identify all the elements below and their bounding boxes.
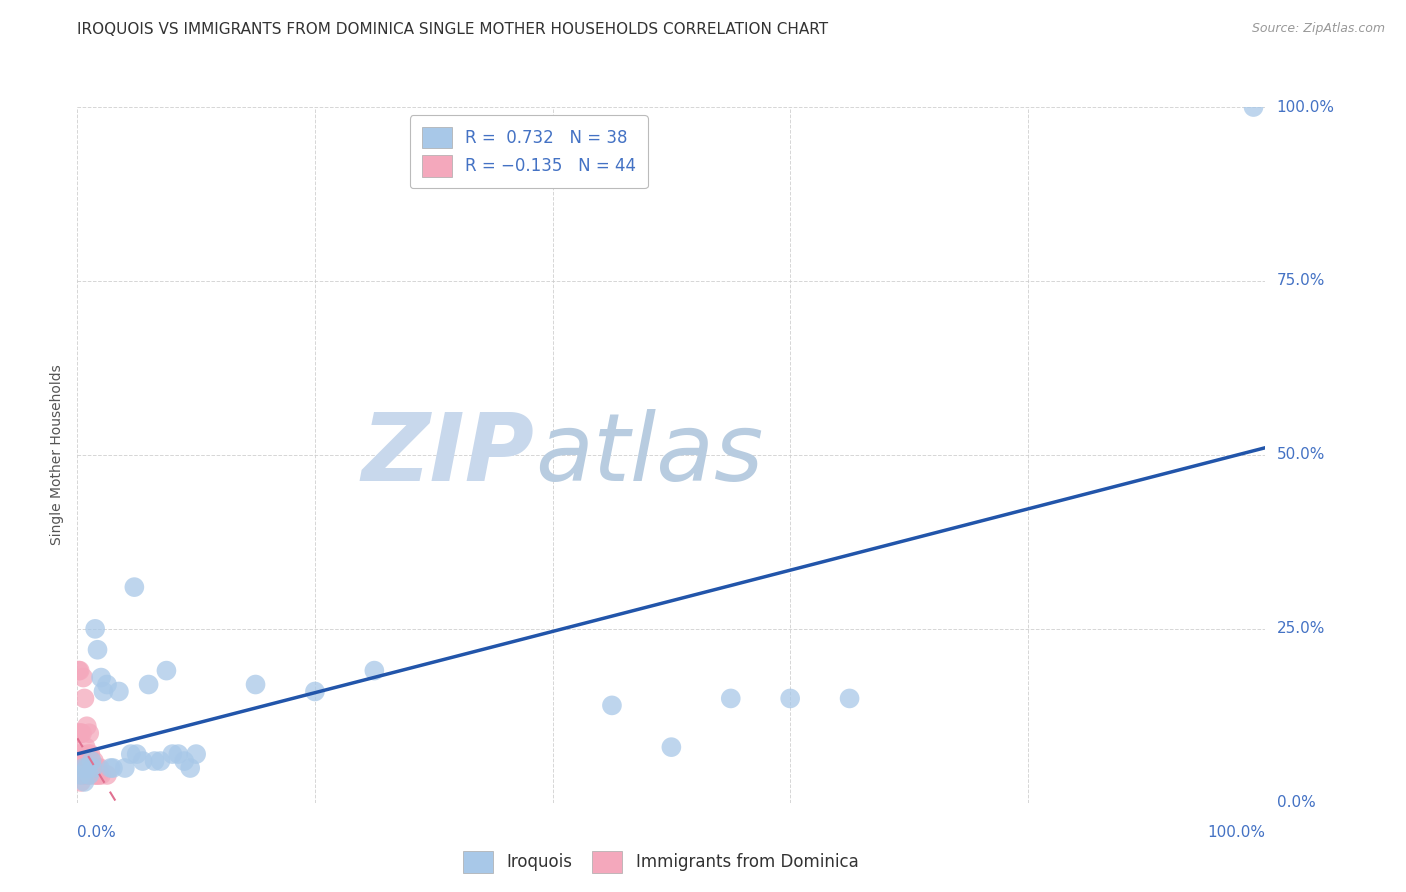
- Point: [76, 754, 98, 768]
- Point: [100, 761, 122, 775]
- Point: [77, 726, 100, 740]
- Point: [84, 622, 107, 636]
- Text: 0.0%: 0.0%: [77, 825, 117, 840]
- Point: [80, 754, 103, 768]
- Text: 25.0%: 25.0%: [1277, 622, 1324, 636]
- Point: [186, 747, 208, 761]
- Point: [101, 761, 124, 775]
- Point: [143, 754, 166, 768]
- Point: [838, 691, 860, 706]
- Point: [87, 768, 110, 782]
- Point: [96, 677, 118, 691]
- Point: [304, 684, 326, 698]
- Point: [70, 754, 93, 768]
- Point: [779, 691, 801, 706]
- Text: atlas: atlas: [534, 409, 763, 500]
- Point: [90, 768, 112, 782]
- Point: [69, 726, 91, 740]
- Point: [76, 719, 98, 733]
- Point: [70, 768, 93, 782]
- Text: 100.0%: 100.0%: [1208, 825, 1265, 840]
- Point: [76, 768, 98, 782]
- Point: [67, 664, 90, 678]
- Point: [67, 747, 90, 761]
- Point: [124, 580, 146, 594]
- Point: [245, 677, 267, 691]
- Point: [108, 684, 131, 698]
- Point: [86, 761, 108, 775]
- Point: [79, 747, 101, 761]
- Point: [70, 754, 93, 768]
- Point: [73, 691, 96, 706]
- Point: [125, 747, 148, 761]
- Point: [72, 754, 94, 768]
- Text: IROQUOIS VS IMMIGRANTS FROM DOMINICA SINGLE MOTHER HOUSEHOLDS CORRELATION CHART: IROQUOIS VS IMMIGRANTS FROM DOMINICA SIN…: [77, 22, 828, 37]
- Point: [75, 768, 97, 782]
- Point: [120, 747, 142, 761]
- Point: [1243, 100, 1265, 114]
- Point: [76, 761, 98, 775]
- Point: [82, 761, 104, 775]
- Point: [70, 726, 93, 740]
- Point: [70, 775, 93, 789]
- Point: [80, 761, 103, 775]
- Point: [86, 642, 108, 657]
- Point: [82, 761, 104, 775]
- Legend: Iroquois, Immigrants from Dominica: Iroquois, Immigrants from Dominica: [457, 845, 865, 880]
- Point: [70, 768, 93, 782]
- Point: [89, 761, 111, 775]
- Point: [96, 768, 118, 782]
- Point: [86, 768, 108, 782]
- Point: [661, 740, 683, 755]
- Point: [77, 761, 100, 775]
- Point: [75, 740, 97, 755]
- Point: [363, 664, 385, 678]
- Y-axis label: Single Mother Households: Single Mother Households: [51, 365, 65, 545]
- Legend: R =  0.732   N = 38, R = −0.135   N = 44: R = 0.732 N = 38, R = −0.135 N = 44: [411, 115, 648, 188]
- Point: [72, 761, 94, 775]
- Point: [114, 761, 136, 775]
- Point: [149, 754, 172, 768]
- Point: [67, 726, 90, 740]
- Point: [70, 747, 93, 761]
- Point: [73, 761, 96, 775]
- Point: [69, 768, 91, 782]
- Point: [73, 768, 96, 782]
- Point: [69, 754, 91, 768]
- Point: [138, 677, 160, 691]
- Point: [83, 754, 105, 768]
- Text: 75.0%: 75.0%: [1277, 274, 1324, 288]
- Point: [77, 761, 100, 775]
- Point: [80, 754, 103, 768]
- Text: 100.0%: 100.0%: [1277, 100, 1334, 114]
- Point: [77, 768, 100, 782]
- Point: [131, 754, 153, 768]
- Point: [90, 671, 112, 685]
- Point: [79, 768, 101, 782]
- Point: [155, 664, 177, 678]
- Point: [167, 747, 190, 761]
- Point: [600, 698, 623, 713]
- Point: [720, 691, 742, 706]
- Point: [70, 761, 93, 775]
- Point: [72, 671, 94, 685]
- Point: [73, 775, 96, 789]
- Text: ZIP: ZIP: [361, 409, 534, 501]
- Point: [75, 754, 97, 768]
- Text: 50.0%: 50.0%: [1277, 448, 1324, 462]
- Point: [179, 761, 201, 775]
- Point: [72, 761, 94, 775]
- Point: [93, 684, 115, 698]
- Point: [70, 726, 93, 740]
- Point: [162, 747, 184, 761]
- Text: 0.0%: 0.0%: [1277, 796, 1315, 810]
- Point: [173, 754, 195, 768]
- Point: [69, 664, 91, 678]
- Text: Source: ZipAtlas.com: Source: ZipAtlas.com: [1251, 22, 1385, 36]
- Point: [77, 747, 100, 761]
- Point: [84, 768, 107, 782]
